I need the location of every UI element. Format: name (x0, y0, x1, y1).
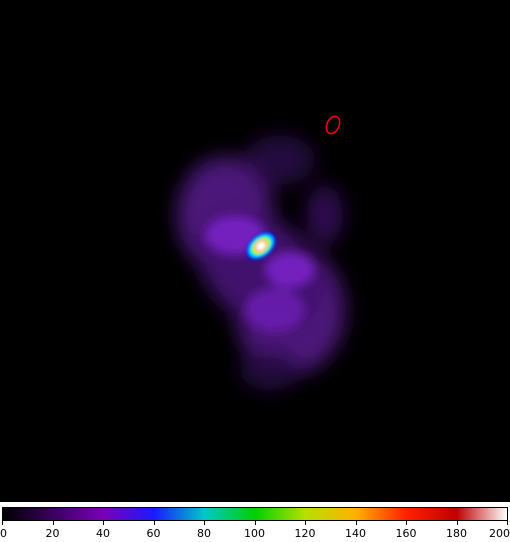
sky-image (177, 114, 345, 390)
region-marker[interactable] (324, 114, 342, 135)
colorbar-tick-label: 140 (345, 527, 366, 540)
colorbar-tick (52, 521, 54, 525)
colorbar: 0 20 40 60 80 100 120 140 160 180 200 (0, 502, 510, 542)
colorbar-tick (355, 521, 357, 525)
colorbar-tick-label: 60 (146, 527, 161, 540)
colorbar-tick-label: 20 (45, 527, 60, 540)
colorbar-tick (254, 521, 256, 525)
colorbar-tick-label: 100 (244, 527, 265, 540)
colorbar-tick-label: 40 (96, 527, 110, 540)
colorbar-tick (153, 521, 155, 525)
bright-core (246, 232, 276, 260)
colorbar-tick (2, 521, 3, 525)
colorbar-tick-label: 180 (446, 527, 467, 540)
colorbar-tick-label: 120 (294, 527, 316, 540)
colorbar-tick (305, 521, 306, 525)
colorbar-tick-label: 80 (197, 527, 211, 540)
colorbar-tick-label: 0 (0, 527, 7, 540)
colorbar-gradient (2, 507, 508, 521)
colorbar-tick-label: 160 (395, 527, 417, 540)
colorbar-tick-label: 200 (489, 527, 510, 540)
image-display[interactable] (0, 0, 510, 502)
colorbar-tick (406, 521, 407, 525)
colorbar-tick (456, 521, 458, 525)
colorbar-tick (204, 521, 205, 525)
colorbar-tick (507, 521, 508, 525)
colorbar-tick (103, 521, 104, 525)
